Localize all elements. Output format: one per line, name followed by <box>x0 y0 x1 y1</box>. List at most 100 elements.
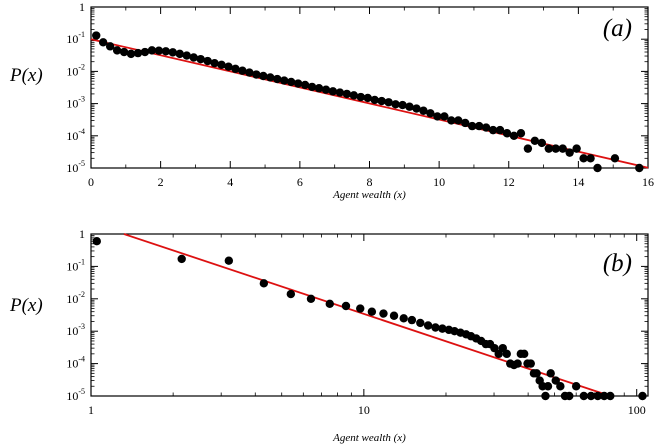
x-tick-label: 4 <box>227 175 233 189</box>
y-tick-label: 10-1 <box>66 30 85 46</box>
y-axis: 1 10-1 10-2 10-3 10-4 10-5 <box>66 0 648 175</box>
data-point <box>558 144 567 153</box>
data-point <box>98 38 108 47</box>
data-point <box>210 58 219 68</box>
y-tick-label: 10-2 <box>66 62 85 78</box>
data-point <box>423 321 433 330</box>
data-point <box>175 49 184 59</box>
data-point <box>307 82 317 92</box>
data-point <box>544 144 553 153</box>
data-point <box>217 60 226 70</box>
data-point <box>543 382 553 391</box>
x-axis-label: Agent wealth (x) <box>332 432 406 444</box>
panel-label: (a) <box>603 15 632 42</box>
y-tick-label: 10-5 <box>66 387 85 403</box>
data-point <box>168 48 178 57</box>
data-point <box>245 68 254 77</box>
data-point <box>224 62 233 71</box>
data-point <box>389 311 399 320</box>
data-point <box>530 136 540 145</box>
x-tick-label: 10 <box>358 403 370 417</box>
x-axis: 1 10 100 <box>88 234 646 417</box>
x-tick-label: 0 <box>88 175 94 189</box>
data-point <box>431 323 440 332</box>
data-point <box>565 148 574 157</box>
data-point <box>467 121 477 131</box>
data-point <box>398 100 407 110</box>
data-point <box>328 87 338 96</box>
data-point <box>379 309 388 318</box>
x-tick-label: 2 <box>158 175 164 189</box>
data-point <box>314 84 324 93</box>
data-point <box>551 376 560 385</box>
data-point <box>259 71 268 81</box>
data-point <box>454 116 463 125</box>
data-point <box>367 307 377 316</box>
data-point <box>546 369 555 378</box>
data-point <box>231 64 240 74</box>
data-point <box>532 369 541 378</box>
data-point <box>551 144 560 153</box>
plot-frame <box>90 233 649 397</box>
data-point <box>266 73 275 82</box>
data-point <box>356 92 365 102</box>
data-point <box>606 391 615 401</box>
data-point <box>286 289 296 299</box>
data-point <box>526 359 535 368</box>
y-axis: 1 10-1 10-2 10-3 10-4 10-5 <box>66 227 648 403</box>
y-axis-label: P(x) <box>9 295 43 316</box>
y-axis-label: P(x) <box>9 65 43 86</box>
data-point <box>513 359 522 368</box>
y-tick-label: 10-5 <box>66 159 85 175</box>
data-point <box>461 118 470 128</box>
x-tick-label: 14 <box>572 175 584 189</box>
data-point <box>447 116 456 125</box>
data-point <box>147 46 157 55</box>
y-tick-label: 10-1 <box>66 257 85 273</box>
data-point <box>105 42 115 51</box>
data-point <box>182 51 191 60</box>
data-point <box>370 95 379 105</box>
data-point <box>516 129 526 138</box>
data-point <box>488 125 498 135</box>
data-point <box>119 47 129 57</box>
data-point <box>133 48 143 58</box>
x-tick-label: 100 <box>628 403 646 417</box>
data-point <box>356 304 365 313</box>
data-point <box>523 144 533 153</box>
data-point <box>384 98 393 107</box>
data-point <box>321 85 331 94</box>
data-point <box>586 154 595 163</box>
data-point <box>509 131 519 140</box>
data-point <box>203 56 212 66</box>
y-tick-label: 10-3 <box>66 322 85 338</box>
data-point <box>161 47 171 56</box>
data-point <box>495 125 505 135</box>
data-point <box>571 382 581 391</box>
data-point <box>154 46 164 55</box>
data-point <box>140 47 150 57</box>
y-tick-label: 10-3 <box>66 95 85 111</box>
data-point <box>273 74 282 84</box>
data-point <box>306 294 316 303</box>
plot-frame <box>90 6 649 169</box>
x-tick-label: 6 <box>297 175 303 189</box>
y-tick-label: 10-4 <box>66 127 85 143</box>
data-point <box>635 163 644 173</box>
y-tick-label: 1 <box>79 0 85 14</box>
data-point <box>438 324 447 333</box>
data-point <box>196 54 205 64</box>
data-points <box>92 31 644 173</box>
data-point <box>593 163 602 173</box>
data-point <box>92 236 101 246</box>
data-point <box>293 79 303 88</box>
y-tick-label: 1 <box>79 227 85 241</box>
data-point <box>433 112 442 121</box>
data-point <box>126 49 136 59</box>
data-point <box>391 100 400 109</box>
x-tick-label: 12 <box>503 175 515 189</box>
data-point <box>537 138 547 148</box>
data-point <box>412 104 421 113</box>
